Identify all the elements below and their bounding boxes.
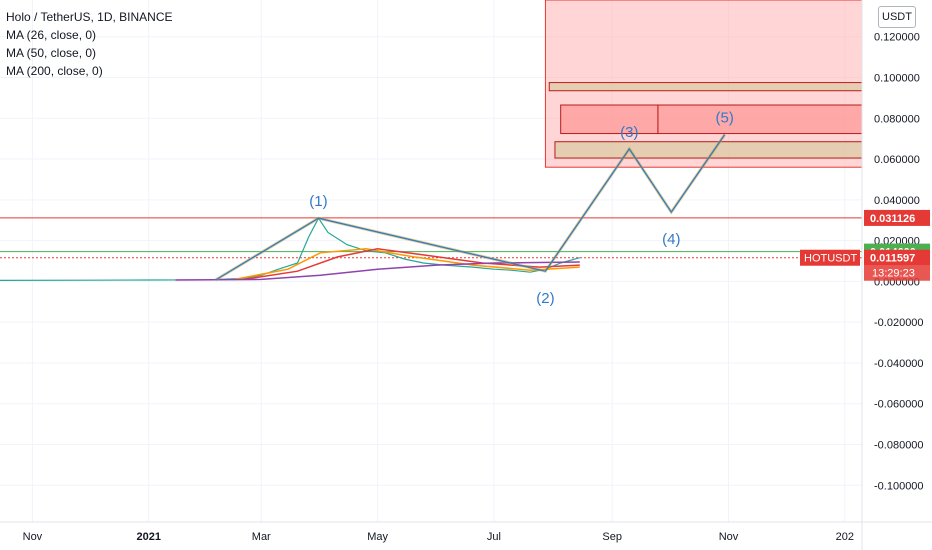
ma-line (234, 248, 580, 281)
y-tick-label: 0.060000 (874, 154, 920, 166)
x-tick-label: Nov (23, 531, 43, 543)
chart-legend: Holo / TetherUS, 1D, BINANCE MA (26, clo… (6, 8, 173, 80)
ma-line (175, 261, 580, 281)
wave-label: (5) (716, 110, 734, 127)
x-tick-label: May (367, 531, 388, 543)
y-tick-label: -0.080000 (874, 440, 924, 452)
resistance-price-label-text: 0.031126 (870, 213, 915, 225)
y-tick-label: -0.040000 (874, 358, 924, 370)
x-tick-label: Sep (602, 531, 622, 543)
zone-box (560, 104, 659, 135)
y-tick-label: 0.040000 (874, 195, 920, 207)
wave-label: (2) (536, 290, 554, 307)
zone-box (548, 82, 863, 92)
legend-ma26: MA (26, close, 0) (6, 28, 97, 42)
y-tick-label: -0.100000 (874, 480, 924, 492)
wave-label: (1) (309, 193, 327, 210)
wave-line (215, 134, 726, 281)
target-zone (544, 0, 863, 168)
legend-ma200: MA (200, close, 0) (6, 64, 103, 78)
resistance-price-label-bg (864, 209, 930, 226)
wave-label: (3) (620, 124, 638, 141)
wave-pattern: (1) (2) (3) (4) (5) (214, 110, 734, 307)
x-tick-label: Nov (719, 531, 739, 543)
price-line (0, 217, 580, 281)
y-tick-label: 0.100000 (874, 72, 920, 84)
zone-box (657, 104, 863, 135)
x-tick-label: 2021 (137, 531, 161, 543)
x-tick-label: Jul (487, 531, 501, 543)
y-tick-label: -0.060000 (874, 399, 924, 411)
y-tick-label: 0.120000 (874, 32, 920, 44)
price-series (0, 217, 580, 281)
last-price-label-text: 0.011597 (870, 253, 915, 265)
y-tick-label: -0.020000 (874, 317, 924, 329)
resistance-price-label: 0.031126 (864, 209, 930, 226)
grid (0, 0, 862, 522)
symbol-badge-bg (800, 249, 860, 266)
last-price-label: 0.011597 (864, 249, 930, 266)
last-price-label-bg (864, 249, 930, 266)
countdown-bg (864, 265, 930, 281)
wave-label: (4) (662, 231, 680, 248)
legend-ma50: MA (50, close, 0) (6, 46, 97, 60)
x-tick-label: Mar (252, 531, 271, 543)
currency-button[interactable]: USDT (878, 6, 916, 28)
countdown-text: 13:29:23 (872, 268, 915, 280)
y-tick-label: 0.080000 (874, 113, 920, 125)
x-tick-label: 202 (836, 531, 854, 543)
symbol-badge: HOTUSDT (804, 253, 857, 265)
legend-symbol: Holo / TetherUS, 1D, BINANCE (6, 10, 173, 24)
level-lines (0, 217, 862, 259)
